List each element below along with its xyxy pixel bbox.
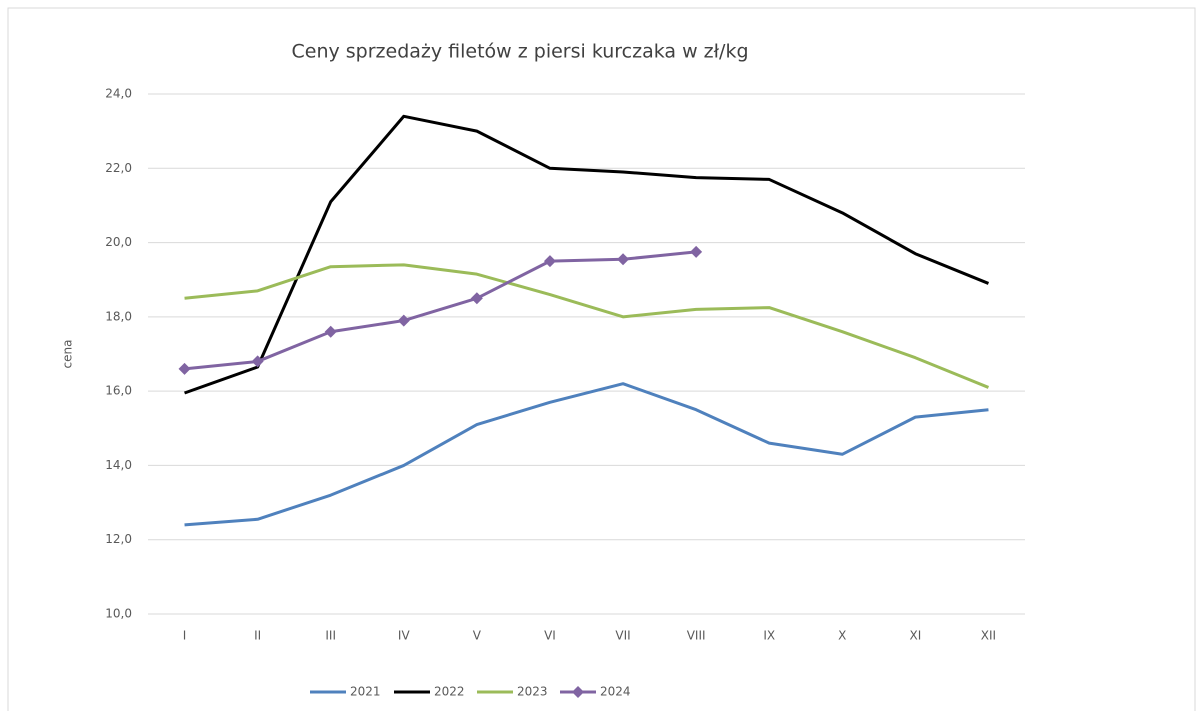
x-tick-label: VII xyxy=(615,629,630,643)
legend-marker xyxy=(572,686,584,698)
y-tick-label: 22,0 xyxy=(105,161,132,175)
chart-border xyxy=(7,7,1196,715)
y-axis-label: cena xyxy=(61,340,75,369)
y-tick-label: 12,0 xyxy=(105,532,132,546)
x-tick-label: X xyxy=(838,629,846,643)
series-line xyxy=(184,263,990,389)
x-tick-label: VI xyxy=(544,629,556,643)
series-line xyxy=(184,114,990,395)
x-tick-label: IX xyxy=(763,629,775,643)
y-tick-label: 24,0 xyxy=(105,87,132,101)
chart-title: Ceny sprzedaży filetów z piersi kurczaka… xyxy=(291,41,748,63)
marker xyxy=(397,314,410,327)
y-tick-label: 20,0 xyxy=(105,235,132,249)
series-line xyxy=(184,382,989,527)
marker xyxy=(690,245,703,258)
marker xyxy=(543,255,556,268)
x-tick-label: III xyxy=(325,629,336,643)
x-tick-label: VIII xyxy=(687,629,706,643)
marker xyxy=(470,292,483,305)
marker xyxy=(251,355,264,368)
x-tick-label: XI xyxy=(909,629,921,643)
marker xyxy=(617,253,630,266)
legend-label: 2021 xyxy=(350,685,381,699)
series-line xyxy=(184,250,697,371)
x-tick-label: II xyxy=(254,629,261,643)
marker xyxy=(178,362,191,375)
legend-label: 2024 xyxy=(600,685,631,699)
y-tick-label: 14,0 xyxy=(105,458,132,472)
x-tick-label: I xyxy=(183,629,187,643)
legend-label: 2023 xyxy=(517,685,548,699)
y-tick-label: 16,0 xyxy=(105,384,132,398)
y-tick-label: 18,0 xyxy=(105,309,132,323)
marker xyxy=(324,325,337,338)
legend-label: 2022 xyxy=(434,685,465,699)
x-tick-label: XII xyxy=(981,629,996,643)
x-tick-label: IV xyxy=(398,629,411,643)
x-tick-label: V xyxy=(473,629,482,643)
y-tick-label: 10,0 xyxy=(105,607,132,621)
